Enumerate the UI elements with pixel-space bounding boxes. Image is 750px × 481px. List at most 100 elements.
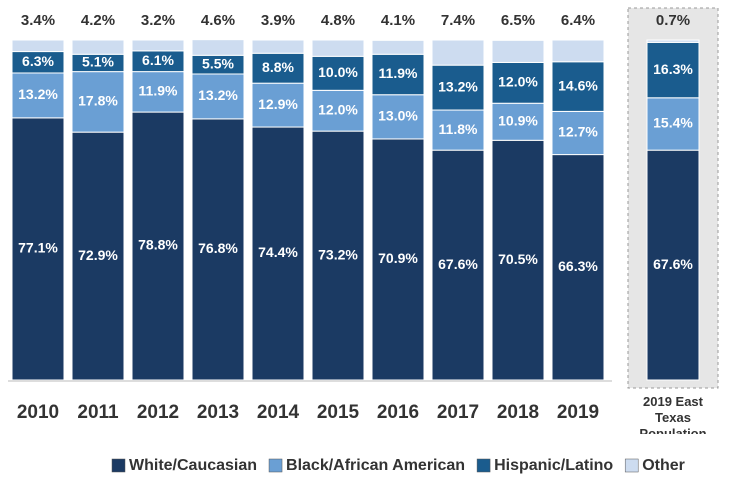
data-label: 13.2% <box>438 78 478 94</box>
bar-segment <box>11 39 65 53</box>
legend-label: White/Caucasian <box>129 457 257 474</box>
bar-segment <box>431 149 485 381</box>
x-tick-label: 2019 East Texas Population <box>639 394 707 434</box>
data-label: 70.5% <box>498 251 538 267</box>
data-label: 8.8% <box>262 59 294 75</box>
legend-label: Hispanic/Latino <box>494 457 613 474</box>
x-tick-label: 2013 <box>197 402 239 423</box>
data-label: 6.3% <box>22 53 54 69</box>
bar-segment <box>551 110 605 156</box>
x-tick-label: 2011 <box>77 402 119 423</box>
data-label: 16.3% <box>653 61 693 77</box>
bar-segment <box>251 52 305 84</box>
data-label: 5.5% <box>202 55 234 71</box>
bar-segment <box>71 39 125 55</box>
data-label: 73.2% <box>318 246 358 262</box>
bar-segment <box>551 154 605 381</box>
data-label: 13.2% <box>18 86 58 102</box>
data-label: 10.9% <box>498 112 538 128</box>
bar-segment <box>491 102 545 141</box>
bar-segment <box>191 118 245 381</box>
bar-segment <box>431 39 485 66</box>
data-label: 11.9% <box>139 83 178 99</box>
data-label: 72.9% <box>78 247 118 263</box>
legend-swatch <box>268 458 283 473</box>
data-label: 74.4% <box>258 244 298 260</box>
data-label: 6.1% <box>142 52 174 68</box>
bar-segment <box>646 149 700 381</box>
bar-segment <box>551 39 605 63</box>
data-label: 3.4% <box>21 12 55 29</box>
bar-segment <box>491 61 545 104</box>
data-label: 13.0% <box>378 108 418 124</box>
data-label: 7.4% <box>441 12 475 29</box>
x-tick-label: 2014 <box>257 402 300 423</box>
data-label: 17.8% <box>78 93 118 109</box>
data-label: 12.7% <box>558 124 598 140</box>
data-label: 10.0% <box>318 64 358 80</box>
bar-segment <box>251 39 305 54</box>
data-label: 4.6% <box>201 12 235 29</box>
data-label: 13.2% <box>198 87 238 103</box>
bar-segment <box>131 71 185 113</box>
bar-segment <box>311 39 365 57</box>
data-label: 4.2% <box>81 12 115 29</box>
bar-segment <box>431 109 485 151</box>
data-label: 12.9% <box>258 96 298 112</box>
bar-segment <box>11 117 65 381</box>
bar-segment <box>371 53 425 96</box>
bar-segment <box>71 131 125 381</box>
data-label: 4.1% <box>381 12 415 29</box>
legend: White/Caucasian Black/African American His… <box>111 457 685 474</box>
data-label: 4.8% <box>321 12 355 29</box>
data-label: 76.8% <box>198 240 238 256</box>
bar-segment <box>251 82 305 128</box>
data-label: 12.0% <box>318 101 358 117</box>
x-tick-label: 2019 <box>557 402 599 423</box>
x-tick-label: 2018 <box>497 402 539 423</box>
bar-segment <box>646 39 700 43</box>
data-label: 66.3% <box>558 258 598 274</box>
data-label: 3.9% <box>261 12 295 29</box>
data-label: 12.0% <box>498 74 538 90</box>
x-tick-label: 2010 <box>17 402 59 423</box>
bar-segment <box>11 72 65 119</box>
x-tick-label: 2016 <box>377 402 419 423</box>
bar-segment <box>371 94 425 140</box>
x-tick-label: 2012 <box>137 402 179 423</box>
data-label: 6.4% <box>561 12 595 29</box>
legend-swatch <box>476 458 491 473</box>
data-label: 77.1% <box>18 240 58 256</box>
bar-segment <box>131 111 185 381</box>
bar-segment <box>371 39 425 55</box>
data-label: 0.7% <box>656 12 690 29</box>
x-tick-label-text: 2019 East Texas Population <box>639 394 707 434</box>
legend-label: Other <box>642 457 685 474</box>
data-label: 78.8% <box>138 237 178 253</box>
bar-segment <box>646 97 700 151</box>
bar-segment <box>371 138 425 381</box>
data-label: 11.9% <box>379 65 418 81</box>
data-label: 11.8% <box>439 121 478 137</box>
data-label: 5.1% <box>82 54 114 70</box>
bar-segment <box>191 73 245 120</box>
x-tick-label: 2015 <box>317 402 360 423</box>
data-label: 15.4% <box>653 115 693 131</box>
data-label: 14.6% <box>558 77 598 93</box>
legend-swatch <box>624 458 639 473</box>
data-label: 70.9% <box>378 250 418 266</box>
data-label: 3.2% <box>141 12 175 29</box>
bar-segment <box>551 61 605 112</box>
bar-segment <box>131 39 185 52</box>
x-tick-label: 2017 <box>437 402 479 423</box>
legend-swatch <box>111 458 126 473</box>
data-label: 67.6% <box>653 256 693 272</box>
bar-segment <box>191 39 245 56</box>
bar-segment <box>251 126 305 381</box>
bar-segment <box>491 139 545 381</box>
data-label: 67.6% <box>438 256 478 272</box>
bar-segment <box>491 39 545 63</box>
data-label: 6.5% <box>501 12 535 29</box>
legend-label: Black/African American <box>286 457 465 474</box>
